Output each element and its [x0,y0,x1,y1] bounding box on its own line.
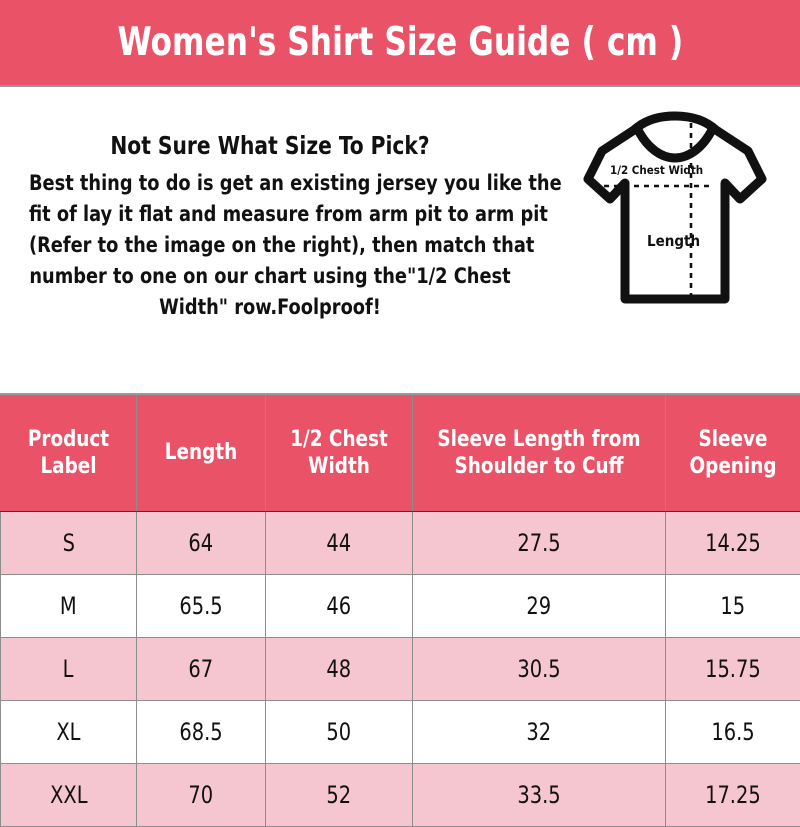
cell-text: 15.75 [705,655,761,683]
page-title-bar: Women's Shirt Size Guide ( cm ) [0,0,800,87]
cell-text: 44 [327,529,352,557]
tshirt-outline [588,116,762,299]
size-chart-table: Product Label Length 1/2 Chest Width Sle… [0,395,800,827]
cell-length: 65.5 [137,574,266,637]
cell-text: L [63,655,74,683]
cell-half-chest-width: 46 [266,574,413,637]
cell-text: 68.5 [179,718,222,746]
cell-size-label: XXL [1,763,137,826]
header-line: 1/2 Chest [277,426,402,453]
page-title: Women's Shirt Size Guide ( cm ) [117,20,683,65]
info-line-4: number to one on our chart using the"1/2… [29,261,511,292]
column-header-sleeve-opening: Sleeve Opening [666,395,800,511]
cell-sleeve-length: 32 [413,700,666,763]
cell-sleeve-length: 30.5 [413,637,666,700]
cell-text: 46 [327,592,352,620]
cell-text: 50 [327,718,352,746]
cell-length: 70 [137,763,266,826]
tshirt-diagram: 1/2 Chest Width Length [562,103,788,329]
table-header-row: Product Label Length 1/2 Chest Width Sle… [1,395,800,511]
table-row: M 65.5 46 29 15 [1,574,800,637]
cell-text: XL [56,718,80,746]
header-line: Sleeve [676,426,789,453]
cell-text: 67 [189,655,214,683]
cell-sleeve-opening: 14.25 [666,511,800,574]
info-line-2: fit of lay it flat and measure from arm … [29,199,511,230]
cell-size-label: M [1,574,137,637]
cell-text: XXL [50,781,87,809]
cell-size-label: XL [1,700,137,763]
cell-sleeve-length: 27.5 [413,511,666,574]
column-header-length: Length [137,395,266,511]
cell-half-chest-width: 44 [266,511,413,574]
cell-text: 52 [327,781,352,809]
cell-length: 67 [137,637,266,700]
cell-length: 68.5 [137,700,266,763]
info-line-1: Best thing to do is get an existing jers… [29,168,511,199]
info-line-3: (Refer to the image on the right), then … [29,230,511,261]
header-line: Length [147,439,255,466]
cell-half-chest-width: 48 [266,637,413,700]
cell-sleeve-opening: 15 [666,574,800,637]
table-row: L 67 48 30.5 15.75 [1,637,800,700]
column-header-sleeve-length: Sleeve Length from Shoulder to Cuff [413,395,666,511]
table-row: S 64 44 27.5 14.25 [1,511,800,574]
cell-sleeve-opening: 15.75 [666,637,800,700]
cell-size-label: S [1,511,137,574]
info-section: Not Sure What Size To Pick? Best thing t… [0,87,800,395]
column-header-product-label: Product Label [1,395,137,511]
tshirt-icon: 1/2 Chest Width Length [562,103,788,329]
header-line: Width [277,453,402,480]
cell-sleeve-opening: 16.5 [666,700,800,763]
info-line-5: Width" row.Foolproof! [29,292,511,323]
cell-sleeve-length: 33.5 [413,763,666,826]
cell-size-label: L [1,637,137,700]
cell-text: 48 [327,655,352,683]
cell-text: M [60,592,77,620]
column-header-half-chest-width: 1/2 Chest Width [266,395,413,511]
cell-text: 32 [527,718,552,746]
cell-text: 14.25 [705,529,761,557]
table-row: XL 68.5 50 32 16.5 [1,700,800,763]
cell-text: S [62,529,74,557]
cell-text: 70 [189,781,214,809]
cell-text: 27.5 [517,529,560,557]
cell-text: 29 [527,592,552,620]
cell-half-chest-width: 50 [266,700,413,763]
cell-text: 65.5 [179,592,222,620]
cell-text: 17.25 [705,781,761,809]
chest-width-label: 1/2 Chest Width [610,163,703,177]
cell-sleeve-length: 29 [413,574,666,637]
cell-text: 64 [189,529,214,557]
header-line: Product [11,426,125,453]
cell-half-chest-width: 52 [266,763,413,826]
length-label: Length [647,232,700,250]
header-line: Opening [676,453,789,480]
cell-text: 33.5 [517,781,560,809]
header-line: Shoulder to Cuff [427,453,650,480]
info-paragraph: Best thing to do is get an existing jers… [0,168,540,323]
cell-text: 16.5 [711,718,754,746]
cell-length: 64 [137,511,266,574]
cell-text: 30.5 [517,655,560,683]
info-heading: Not Sure What Size To Pick? [27,131,513,160]
info-text-column: Not Sure What Size To Pick? Best thing t… [0,87,540,323]
cell-sleeve-opening: 17.25 [666,763,800,826]
cell-text: 15 [721,592,746,620]
table-row: XXL 70 52 33.5 17.25 [1,763,800,826]
header-line: Label [11,453,125,480]
header-line: Sleeve Length from [427,426,650,453]
